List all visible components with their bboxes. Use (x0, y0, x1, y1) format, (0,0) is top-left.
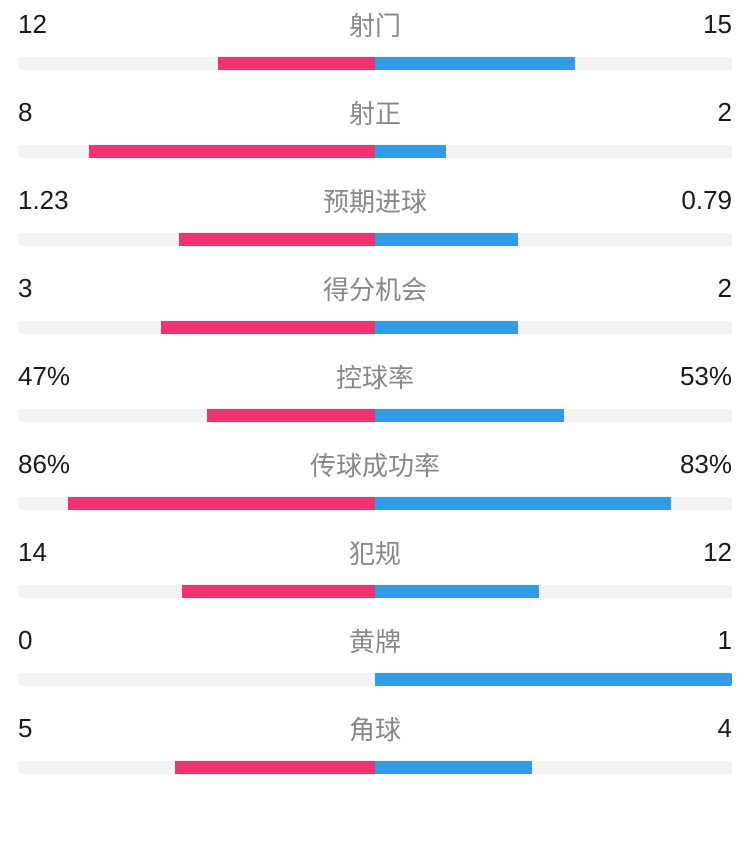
stat-bar-left-half (18, 145, 375, 158)
stat-header: 47% 控球率 53% (18, 358, 732, 395)
stat-row: 5 角球 4 (18, 706, 732, 774)
stat-header: 5 角球 4 (18, 710, 732, 747)
stat-bar-track (18, 233, 732, 246)
stat-row: 8 射正 2 (18, 90, 732, 158)
stat-row: 0 黄牌 1 (18, 618, 732, 686)
stat-header: 14 犯规 12 (18, 534, 732, 571)
stat-bar-right-fill (375, 585, 539, 598)
stat-value-left: 86% (18, 449, 78, 480)
stat-label: 黄牌 (78, 622, 672, 659)
stat-bar-left-fill (179, 233, 375, 246)
stat-bar-track (18, 145, 732, 158)
stat-row: 1.23 预期进球 0.79 (18, 178, 732, 246)
stat-value-right: 2 (672, 97, 732, 128)
stat-bar-track (18, 409, 732, 422)
stat-header: 3 得分机会 2 (18, 270, 732, 307)
stat-bar-right-half (375, 321, 732, 334)
stat-value-left: 1.23 (18, 185, 78, 216)
stat-label: 角球 (78, 710, 672, 747)
stat-bar-left-fill (182, 585, 375, 598)
stat-bar-left-fill (89, 145, 375, 158)
stat-value-right: 1 (672, 625, 732, 656)
stat-bar-right-half (375, 673, 732, 686)
stat-row: 12 射门 15 (18, 2, 732, 70)
stat-value-right: 2 (672, 273, 732, 304)
stat-value-right: 0.79 (672, 185, 732, 216)
stat-bar-track (18, 57, 732, 70)
stat-bar-right-fill (375, 761, 532, 774)
match-stats-container: 12 射门 15 8 射正 2 1.23 (18, 0, 732, 774)
stat-bar-left-fill (218, 57, 375, 70)
stat-header: 1.23 预期进球 0.79 (18, 182, 732, 219)
stat-label: 控球率 (78, 358, 672, 395)
stat-bar-right-half (375, 409, 732, 422)
stat-header: 12 射门 15 (18, 6, 732, 43)
stat-bar-right-fill (375, 57, 575, 70)
stat-value-right: 4 (672, 713, 732, 744)
stat-value-right: 12 (672, 537, 732, 568)
stat-bar-left-half (18, 233, 375, 246)
stat-bar-right-half (375, 233, 732, 246)
stat-value-left: 14 (18, 537, 78, 568)
stat-label: 预期进球 (78, 182, 672, 219)
stat-bar-track (18, 673, 732, 686)
stat-bar-track (18, 321, 732, 334)
stat-bar-track (18, 585, 732, 598)
stat-header: 0 黄牌 1 (18, 622, 732, 659)
stat-bar-left-fill (68, 497, 375, 510)
stat-label: 传球成功率 (78, 446, 672, 483)
stat-bar-left-half (18, 585, 375, 598)
stat-bar-right-fill (375, 673, 732, 686)
stat-value-right: 83% (672, 449, 732, 480)
stat-bar-track (18, 497, 732, 510)
stat-header: 86% 传球成功率 83% (18, 446, 732, 483)
stat-bar-right-fill (375, 409, 564, 422)
stat-bar-left-half (18, 57, 375, 70)
stat-value-right: 15 (672, 9, 732, 40)
stat-bar-right-half (375, 145, 732, 158)
stat-bar-right-fill (375, 497, 671, 510)
stat-value-right: 53% (672, 361, 732, 392)
stat-bar-track (18, 761, 732, 774)
stat-bar-left-half (18, 409, 375, 422)
stat-bar-right-fill (375, 321, 518, 334)
stat-bar-left-fill (207, 409, 375, 422)
stat-row: 14 犯规 12 (18, 530, 732, 598)
stat-bar-right-half (375, 585, 732, 598)
stat-value-left: 0 (18, 625, 78, 656)
stat-label: 射门 (78, 6, 672, 43)
stat-value-left: 12 (18, 9, 78, 40)
stat-bar-left-fill (161, 321, 375, 334)
stat-bar-left-fill (175, 761, 375, 774)
stat-bar-right-half (375, 761, 732, 774)
stat-bar-left-half (18, 321, 375, 334)
stat-bar-left-half (18, 497, 375, 510)
stat-label: 得分机会 (78, 270, 672, 307)
stat-value-left: 47% (18, 361, 78, 392)
stat-row: 47% 控球率 53% (18, 354, 732, 422)
stat-value-left: 8 (18, 97, 78, 128)
stat-row: 86% 传球成功率 83% (18, 442, 732, 510)
stat-bar-right-half (375, 57, 732, 70)
stat-bar-left-half (18, 761, 375, 774)
stat-label: 犯规 (78, 534, 672, 571)
stat-row: 3 得分机会 2 (18, 266, 732, 334)
stat-label: 射正 (78, 94, 672, 131)
stat-bar-right-fill (375, 145, 446, 158)
stat-bar-left-half (18, 673, 375, 686)
stat-value-left: 5 (18, 713, 78, 744)
stat-value-left: 3 (18, 273, 78, 304)
stat-bar-right-half (375, 497, 732, 510)
stat-header: 8 射正 2 (18, 94, 732, 131)
stat-bar-right-fill (375, 233, 518, 246)
